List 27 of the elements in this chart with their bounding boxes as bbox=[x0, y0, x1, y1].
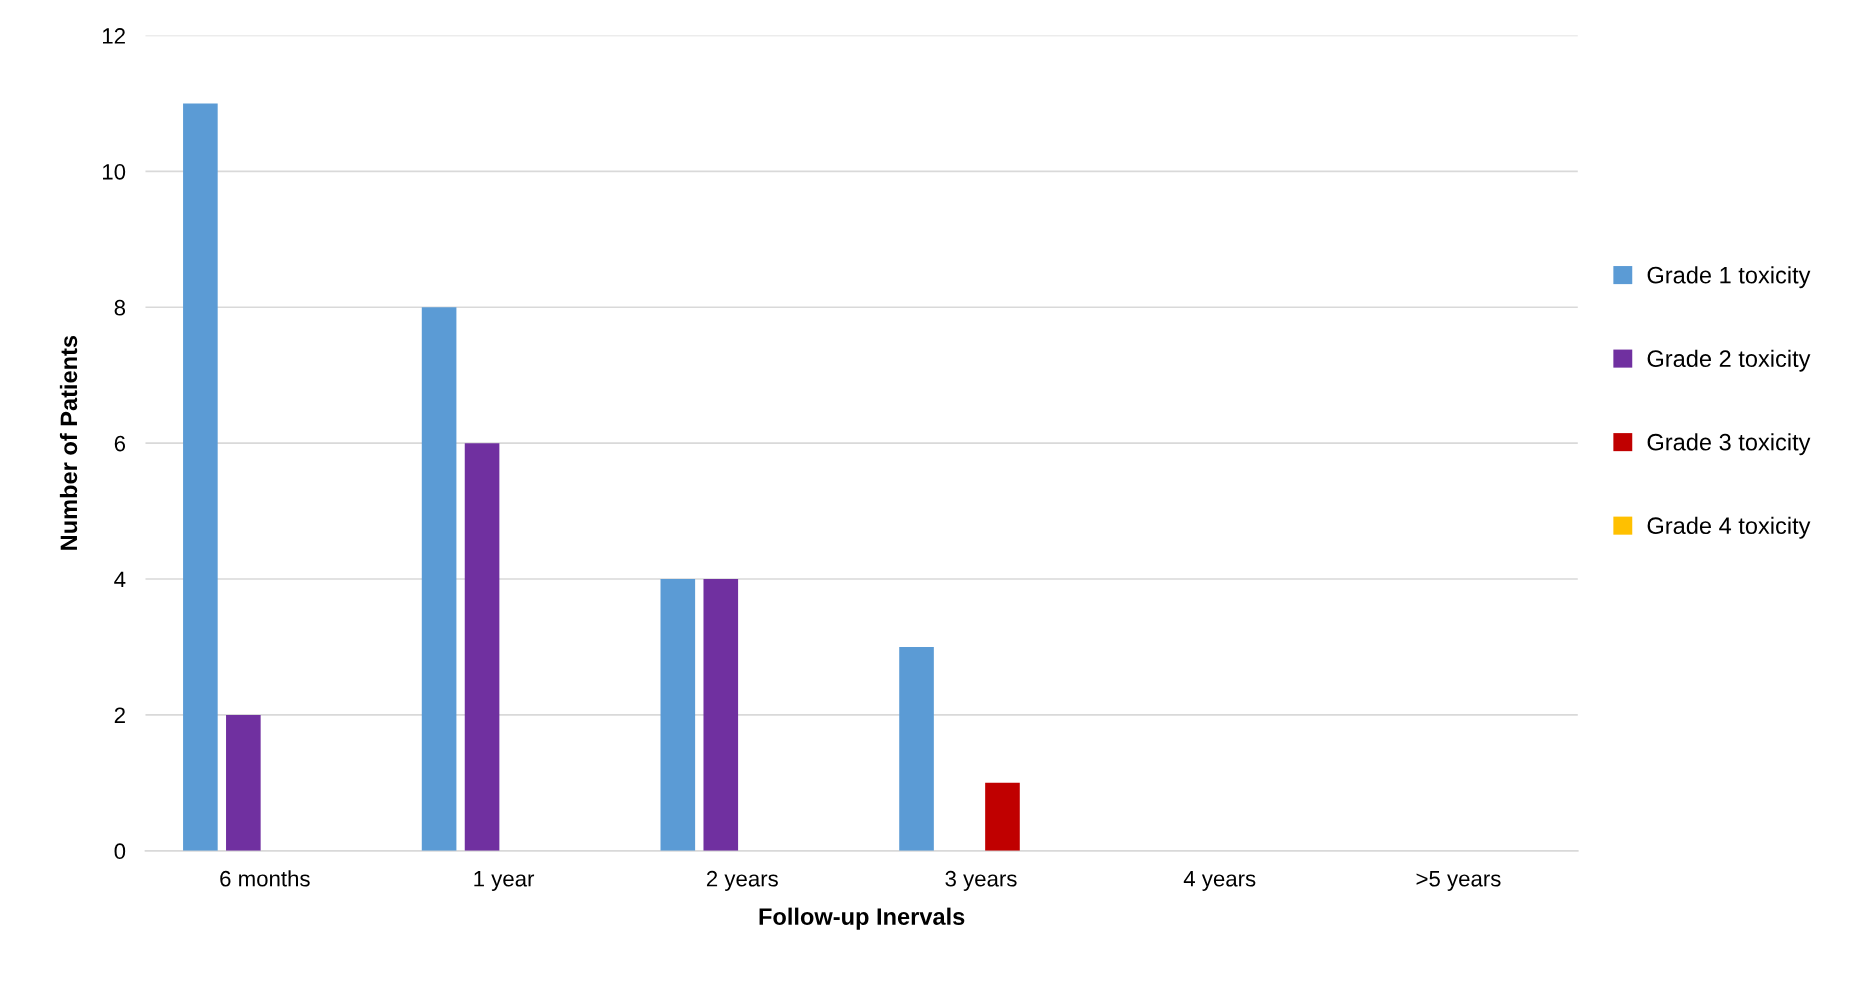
y-tick-label: 12 bbox=[103, 28, 125, 44]
bar bbox=[421, 307, 457, 851]
y-axis-title: Number of Patients bbox=[59, 335, 78, 550]
bar bbox=[899, 646, 934, 851]
x-tick-label: >5 years bbox=[1416, 871, 1501, 891]
legend-label: Grade 4 toxicity bbox=[1647, 516, 1811, 539]
x-tick-label: 6 months bbox=[220, 870, 310, 887]
bar bbox=[985, 782, 1020, 851]
bar bbox=[703, 579, 739, 851]
legend-label: Grade 3 toxicity bbox=[1647, 433, 1811, 456]
y-tick-label: 8 bbox=[114, 299, 126, 316]
bar bbox=[226, 714, 261, 851]
y-tick-label: 6 bbox=[114, 435, 126, 452]
y-tick-label: 2 bbox=[114, 707, 125, 723]
legend-label: Grade 1 toxicity bbox=[1647, 266, 1811, 289]
bar bbox=[183, 103, 218, 851]
y-tick-label: 4 bbox=[114, 571, 126, 588]
bar bbox=[660, 579, 696, 851]
y-tick-label: 0 bbox=[114, 843, 126, 860]
bar bbox=[464, 443, 500, 851]
x-tick-label: 3 years bbox=[945, 870, 1017, 891]
x-tick-label: 2 years bbox=[706, 870, 778, 891]
x-tick-label: 1 year bbox=[474, 871, 535, 891]
y-tick-label: 10 bbox=[103, 163, 126, 180]
x-tick-label: 4 years bbox=[1183, 871, 1256, 891]
x-axis-title: Follow-up Inervals bbox=[759, 907, 965, 930]
legend-label: Grade 2 toxicity bbox=[1647, 349, 1811, 372]
